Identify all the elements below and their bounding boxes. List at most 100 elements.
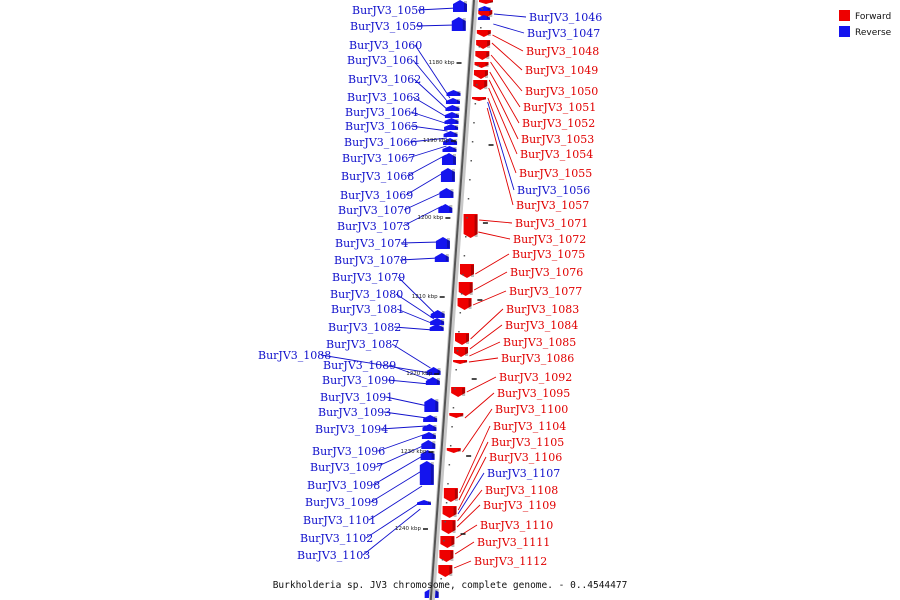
gene-label-burjv3-1096: BurJV3_1096 <box>312 445 385 458</box>
axis-dot <box>447 483 449 485</box>
label-connector <box>372 454 425 486</box>
label-connector <box>409 137 448 143</box>
label-connector <box>454 541 475 555</box>
gene-label-burjv3-1081: BurJV3_1081 <box>331 303 404 316</box>
gene-label-burjv3-1075: BurJV3_1075 <box>512 248 585 261</box>
label-connector <box>383 411 427 419</box>
gene-label-burjv3-1060: BurJV3_1060 <box>349 39 422 52</box>
gene-label-burjv3-1106: BurJV3_1106 <box>489 451 562 464</box>
reverse-feature <box>417 500 431 505</box>
gene-label-burjv3-1108: BurJV3_1108 <box>485 484 558 497</box>
gene-label-burjv3-1071: BurJV3_1071 <box>515 217 588 230</box>
label-connector <box>459 425 491 494</box>
forward-feature <box>479 0 493 4</box>
axis-dot <box>466 217 468 219</box>
map-caption: Burkholderia sp. JV3 chromosome, complet… <box>273 580 628 591</box>
reverse-feature <box>430 310 445 318</box>
label-connector <box>414 44 451 99</box>
axis-dot <box>480 27 482 29</box>
label-connector <box>489 71 520 124</box>
axis-dot <box>473 122 475 124</box>
label-connector <box>490 61 521 108</box>
reverse-feature <box>421 432 436 439</box>
gene-label-burjv3-1063: BurJV3_1063 <box>347 91 420 104</box>
reverse-feature <box>444 124 459 130</box>
gene-label-burjv3-1055: BurJV3_1055 <box>519 167 592 180</box>
axis-dot <box>443 540 445 542</box>
gene-label-burjv3-1078: BurJV3_1078 <box>334 254 407 267</box>
reverse-feature <box>422 424 437 431</box>
label-connector <box>488 79 519 140</box>
label-connector <box>412 96 449 119</box>
axis-dot <box>456 350 459 352</box>
reverse-feature <box>425 377 440 385</box>
forward-feature <box>459 264 474 278</box>
reverse-feature <box>429 324 444 331</box>
gene-label-burjv3-1082: BurJV3_1082 <box>328 321 401 334</box>
label-connector <box>479 219 513 224</box>
gene-label-burjv3-1080: BurJV3_1080 <box>330 288 403 301</box>
label-connector <box>487 97 517 174</box>
label-connector <box>475 253 510 275</box>
label-connector <box>415 24 456 27</box>
forward-feature <box>442 506 457 518</box>
reverse-feature <box>435 237 450 249</box>
gene-label-burjv3-1107: BurJV3_1107 <box>487 467 560 480</box>
forward-feature <box>457 298 472 310</box>
gene-label-burjv3-1061: BurJV3_1061 <box>347 54 420 67</box>
gene-label-burjv3-1104: BurJV3_1104 <box>493 420 566 433</box>
label-connector <box>400 241 440 244</box>
gene-label-burjv3-1070: BurJV3_1070 <box>338 204 411 217</box>
axis-dot <box>477 65 479 67</box>
label-connector <box>391 343 431 369</box>
label-connector <box>410 125 448 132</box>
label-connector <box>395 293 435 320</box>
gene-labels: BurJV3_1058 BurJV3_1059 BurJV3_1060 BurJV3_… <box>258 4 602 568</box>
reverse-feature <box>426 367 441 375</box>
tick-label: 1240 kbp <box>395 526 421 532</box>
gene-label-burjv3-1064: BurJV3_1064 <box>345 106 418 119</box>
label-connector <box>472 290 507 306</box>
label-connector <box>412 59 450 105</box>
forward-feature <box>440 536 455 548</box>
gene-label-burjv3-1068: BurJV3_1068 <box>341 170 414 183</box>
legend-swatch <box>839 10 850 21</box>
forward-feature <box>476 30 491 37</box>
axis-dot <box>475 84 478 86</box>
reverse-feature <box>445 98 460 104</box>
label-connector <box>457 472 485 515</box>
gene-label-burjv3-1105: BurJV3_1105 <box>491 436 564 449</box>
axis-dot <box>463 255 466 257</box>
gene-label-burjv3-1049: BurJV3_1049 <box>525 64 598 77</box>
gene-label-burjv3-1067: BurJV3_1067 <box>342 152 415 165</box>
axis-dot <box>467 198 470 200</box>
gene-label-burjv3-1051: BurJV3_1051 <box>523 101 596 114</box>
reverse-feature <box>438 204 453 213</box>
label-connector <box>468 357 499 363</box>
tick-label: 1180 kbp <box>429 60 455 66</box>
gene-label-burjv3-1088: BurJV3_1088 <box>258 349 331 362</box>
label-connector <box>393 326 434 331</box>
gene-label-burjv3-1069: BurJV3_1069 <box>340 189 413 202</box>
label-connector <box>457 456 487 511</box>
gene-label-burjv3-1050: BurJV3_1050 <box>525 85 598 98</box>
axis-dot <box>471 141 474 143</box>
reverse-feature <box>453 0 467 12</box>
gene-label-burjv3-1059: BurJV3_1059 <box>350 20 423 33</box>
gene-label-burjv3-1109: BurJV3_1109 <box>483 499 556 512</box>
reverse-feature <box>478 6 491 11</box>
forward-feature <box>472 97 487 101</box>
label-connector <box>486 107 514 206</box>
axis-dot <box>459 312 462 314</box>
reverse-feature <box>423 415 438 422</box>
forward-feature <box>443 488 458 502</box>
gene-label-burjv3-1079: BurJV3_1079 <box>332 271 405 284</box>
axis-dot <box>454 388 456 390</box>
gene-label-burjv3-1090: BurJV3_1090 <box>322 374 395 387</box>
gene-label-burjv3-1103: BurJV3_1103 <box>297 549 370 562</box>
reverse-feature <box>430 318 445 325</box>
label-connector <box>453 560 472 569</box>
label-connector <box>473 271 508 291</box>
forward-feature <box>453 360 468 364</box>
axis-dot <box>465 236 467 238</box>
